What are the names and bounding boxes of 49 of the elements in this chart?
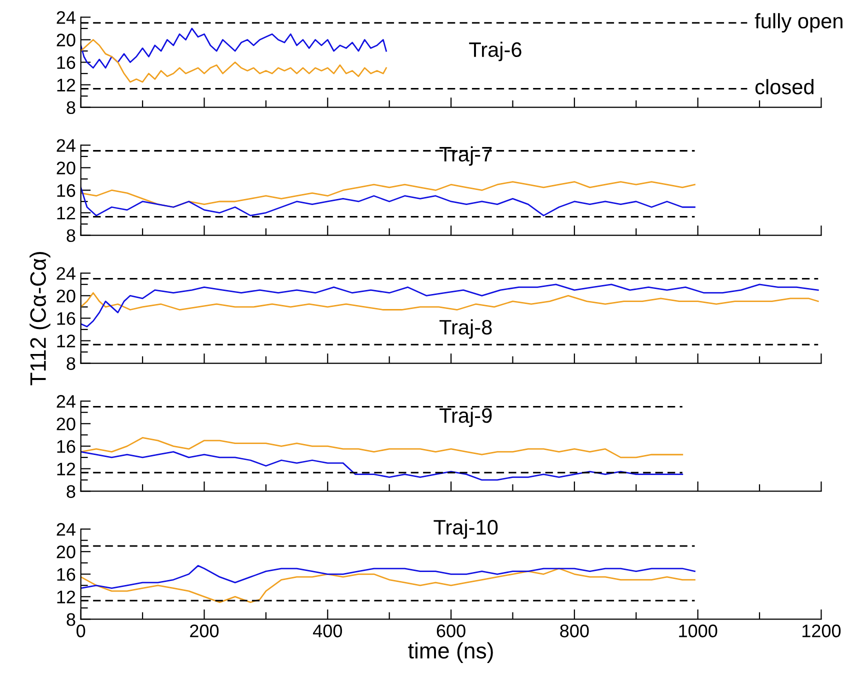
x-tick-label: 1200 xyxy=(802,624,841,638)
ref-line-label: closed xyxy=(755,79,814,94)
x-axis-title: time (ns) xyxy=(408,642,493,663)
line-series xyxy=(80,28,387,69)
ref-line-label: fully open xyxy=(754,13,842,33)
x-tick-label: 0 xyxy=(76,624,86,638)
y-tick-label: 24 xyxy=(56,11,76,24)
annotation: Traj-6 xyxy=(469,42,522,62)
y-tick-label: 20 xyxy=(56,34,76,46)
line-series xyxy=(80,39,387,83)
y-tick-label: 12 xyxy=(57,78,76,92)
x-tick-label: 600 xyxy=(436,624,466,638)
y-tick-label: 24 xyxy=(56,395,76,408)
y-tick-label: 24 xyxy=(56,139,76,152)
x-tick-label: 1000 xyxy=(679,624,718,638)
y-tick-label: 12 xyxy=(57,206,76,220)
y-tick-label: 8 xyxy=(66,357,76,370)
y-tick-label: 20 xyxy=(56,290,76,302)
y-tick-label: 12 xyxy=(57,462,76,476)
y-tick-label: 16 xyxy=(57,312,76,325)
line-series xyxy=(80,186,696,216)
annotation: Traj-10 xyxy=(434,519,498,539)
y-tick-label: 16 xyxy=(57,184,76,197)
line-series xyxy=(80,568,696,603)
y-tick-label: 16 xyxy=(57,568,76,581)
y-tick-label: 8 xyxy=(66,229,76,242)
y-tick-label: 16 xyxy=(57,440,76,453)
annotation: Traj-8 xyxy=(440,319,492,339)
x-tick-label: 200 xyxy=(190,624,219,638)
y-tick-label: 24 xyxy=(56,267,76,280)
y-axis-title: T112 (Cα-Cα) xyxy=(30,252,50,386)
line-series xyxy=(80,451,684,481)
y-tick-label: 20 xyxy=(56,418,76,430)
x-tick-label: 800 xyxy=(560,624,589,638)
y-tick-label: 12 xyxy=(57,334,76,348)
y-tick-label: 20 xyxy=(56,546,76,558)
y-tick-label: 8 xyxy=(66,613,76,626)
y-tick-label: 8 xyxy=(66,101,76,114)
x-tick-label: 400 xyxy=(312,624,342,638)
y-tick-label: 12 xyxy=(57,590,76,604)
line-series xyxy=(80,564,696,589)
annotation: Traj-9 xyxy=(440,408,492,428)
y-tick-label: 8 xyxy=(66,485,76,498)
y-tick-label: 20 xyxy=(56,162,76,174)
y-tick-label: 24 xyxy=(56,523,76,536)
y-tick-label: 16 xyxy=(57,56,76,69)
line-series xyxy=(80,437,684,458)
line-series xyxy=(80,292,819,310)
line-series xyxy=(80,181,696,208)
